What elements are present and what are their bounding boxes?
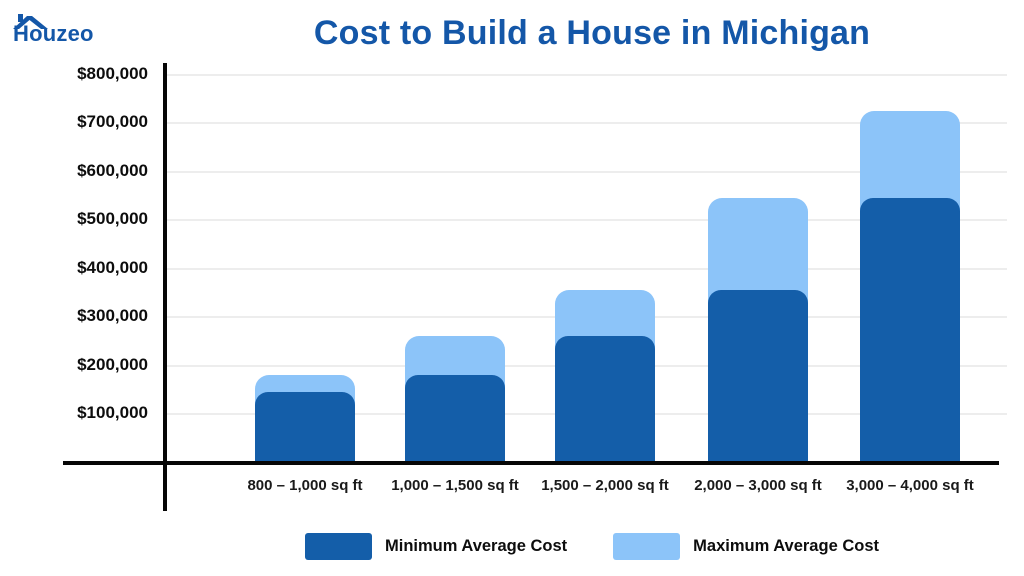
y-tick-label: $100,000 — [77, 402, 148, 422]
x-tick-label: 3,000 – 4,000 sq ft — [846, 477, 974, 494]
x-tick-label: 800 – 1,000 sq ft — [247, 477, 363, 494]
gridline — [165, 170, 1007, 173]
legend-item: Maximum Average Cost — [613, 533, 879, 560]
legend-swatch — [613, 533, 681, 560]
x-tick-label: 1,500 – 2,000 sq ft — [541, 477, 669, 494]
y-axis-line — [163, 63, 167, 511]
gridline — [165, 219, 1007, 222]
logo-text: Houzeo — [13, 21, 94, 46]
bar-minimum-average-cost — [708, 290, 808, 463]
x-tick-label: 2,000 – 3,000 sq ft — [694, 477, 822, 494]
gridline — [165, 122, 1007, 125]
legend-item: Minimum Average Cost — [305, 533, 567, 560]
chart-title: Cost to Build a House in Michigan — [313, 14, 871, 52]
houzeo-logo: Houzeo — [12, 12, 122, 48]
legend: Minimum Average Cost Maximum Average Cost — [160, 533, 1024, 560]
house-roof-icon — [13, 14, 48, 29]
bar-minimum-average-cost — [405, 375, 505, 463]
y-tick-label: $200,000 — [77, 354, 148, 374]
x-axis-line — [63, 461, 999, 465]
gridline — [165, 267, 1007, 270]
y-tick-label: $500,000 — [77, 209, 148, 229]
y-tick-label: $600,000 — [77, 160, 148, 180]
legend-label: Maximum Average Cost — [693, 537, 879, 555]
y-tick-label: $800,000 — [77, 63, 148, 83]
y-tick-label: $300,000 — [77, 306, 148, 326]
gridline — [165, 73, 1007, 76]
bar-minimum-average-cost — [860, 198, 960, 463]
y-tick-label: $400,000 — [77, 257, 148, 277]
legend-label: Minimum Average Cost — [385, 537, 568, 555]
bar-minimum-average-cost — [255, 392, 355, 463]
legend-swatch — [305, 533, 372, 560]
x-tick-label: 1,000 – 1,500 sq ft — [391, 477, 519, 494]
bar-minimum-average-cost — [555, 336, 655, 463]
y-tick-label: $700,000 — [77, 112, 148, 132]
